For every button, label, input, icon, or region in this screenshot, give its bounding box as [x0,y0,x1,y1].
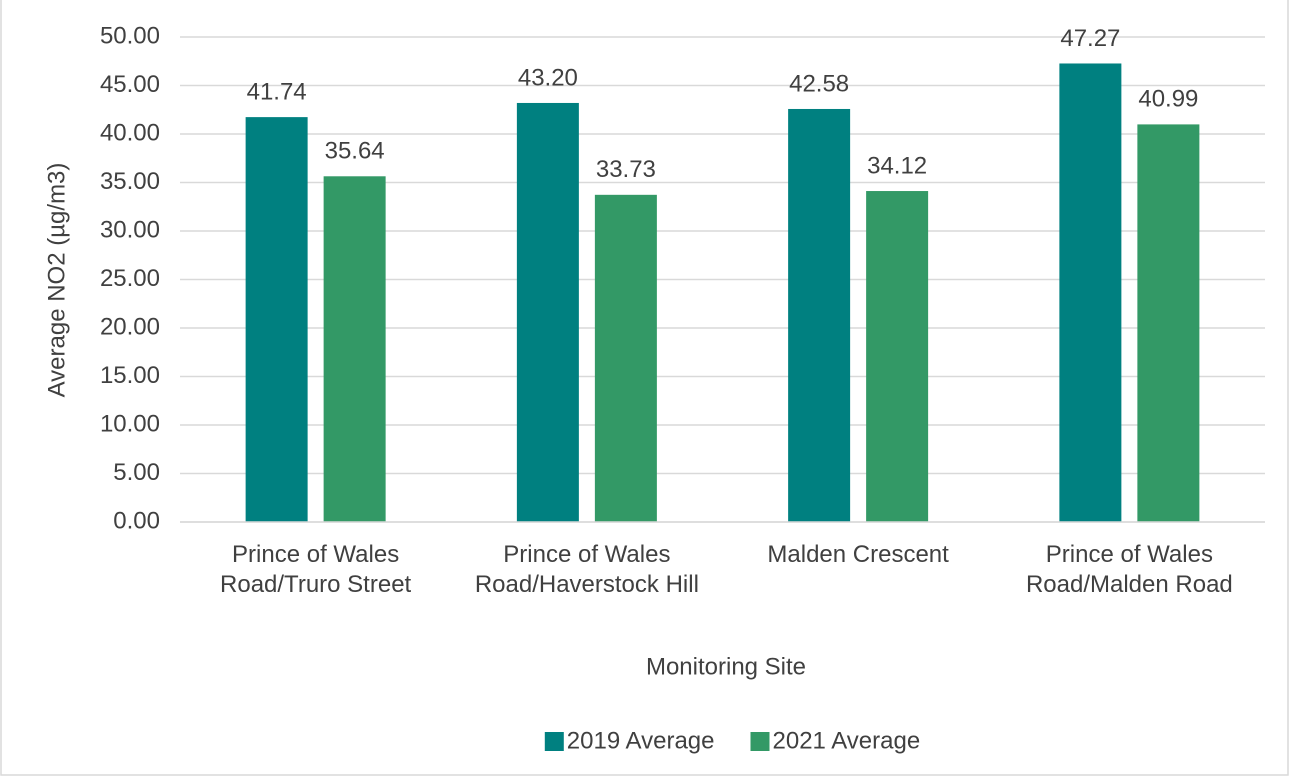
x-tick-label: Prince of Wales Road/Haverstock Hill [475,541,699,598]
data-label: 34.12 [867,152,927,179]
y-tick-label: 5.00 [113,459,160,486]
legend-label: 2019 Average [567,727,715,754]
data-label: 33.73 [596,156,656,183]
bar [323,176,386,523]
bar [516,102,579,523]
legend-label: 2021 Average [773,727,921,754]
legend-swatch [750,732,770,751]
legend-swatch [544,732,564,751]
x-tick-label: Prince of Wales Road/Truro Street [220,541,412,598]
y-tick-label: 15.00 [100,362,160,389]
data-label: 40.99 [1138,86,1198,113]
x-tick-label: Malden Crescent [767,541,949,568]
y-tick-label: 10.00 [100,410,160,437]
data-label: 47.27 [1060,25,1120,52]
y-tick-label: 25.00 [100,265,160,292]
data-label: 41.74 [247,78,307,105]
data-label: 35.64 [325,138,385,165]
bar [788,108,851,522]
x-tick-label: Prince of Wales Road/Malden Road [1026,541,1233,598]
y-tick-label: 0.00 [113,507,160,534]
data-label: 43.20 [518,64,578,91]
y-tick-label: 30.00 [100,216,160,243]
y-tick-label: 45.00 [100,71,160,98]
y-tick-label: 20.00 [100,313,160,340]
bar [866,191,929,522]
bar [594,194,657,522]
x-axis-title: Monitoring Site [646,653,806,680]
bar [245,117,308,522]
y-tick-label: 40.00 [100,119,160,146]
bar [1059,63,1122,523]
bar [1137,124,1200,522]
y-tick-label: 50.00 [100,22,160,49]
y-axis-title: Average NO2 (µg/m3) [43,163,70,398]
data-label: 42.58 [789,70,849,97]
y-tick-label: 35.00 [100,168,160,195]
